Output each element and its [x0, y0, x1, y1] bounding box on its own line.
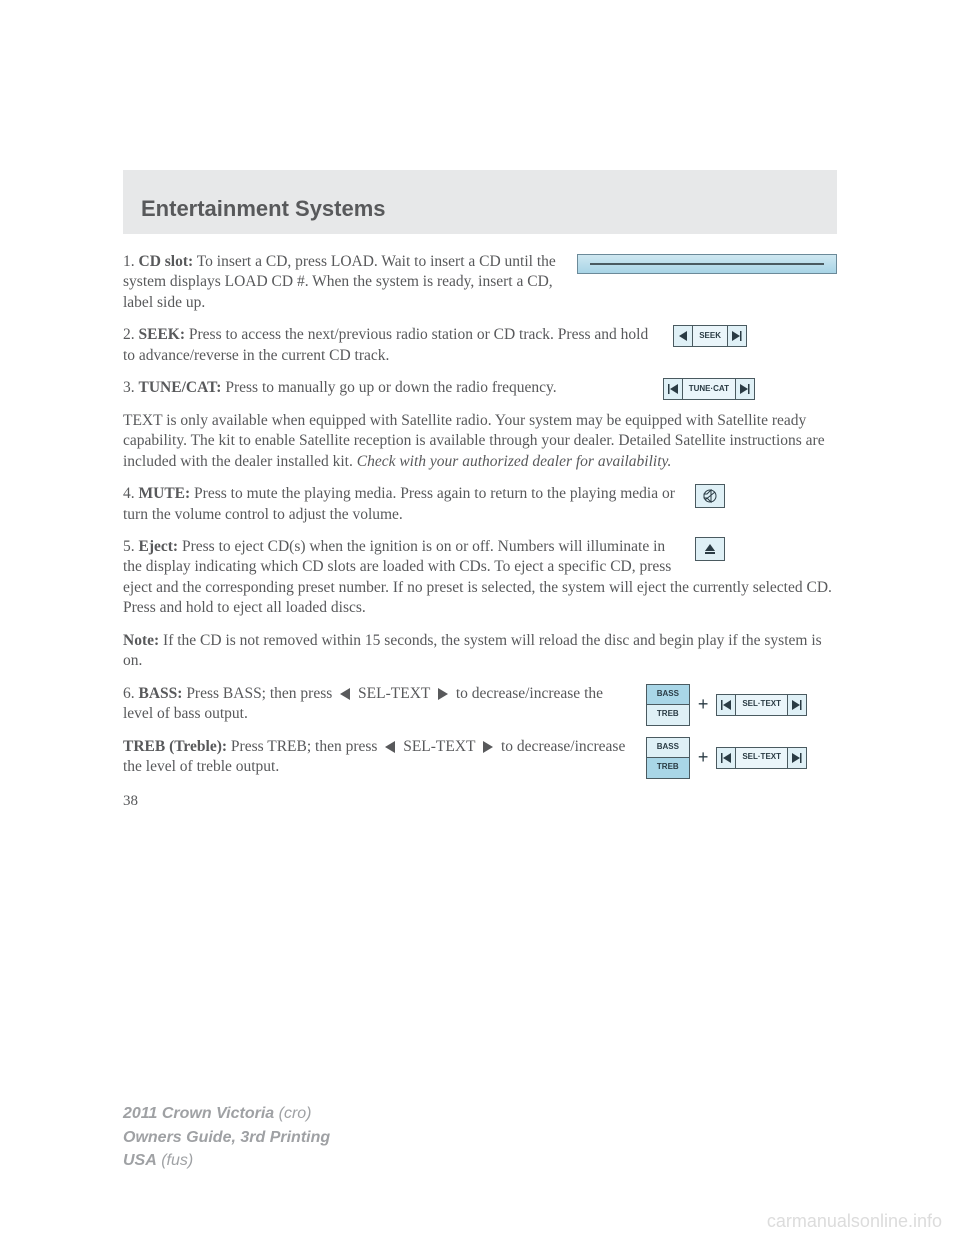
seek-right-icon [728, 326, 746, 346]
item-text: Press to mute the playing media. Press a… [123, 485, 675, 522]
item-text-mid: SEL-TEXT [354, 685, 434, 702]
sel-right-icon [788, 748, 806, 768]
item-text-pre: Press TREB; then press [227, 738, 381, 755]
tune-button-figure: TUNE·CAT [663, 378, 755, 400]
seek-left-icon [674, 326, 692, 346]
item-number: 5. [123, 538, 135, 555]
section-header: Entertainment Systems [123, 170, 837, 234]
item-mute: 4. MUTE: Press to mute the playing media… [123, 484, 837, 525]
bass-half: BASS [647, 685, 689, 705]
treb-half: TREB [647, 705, 689, 725]
seek-button-figure: SEEK [673, 325, 747, 347]
footer-guide: Owners Guide, 3rd Printing [123, 1129, 330, 1146]
footer-region: USA [123, 1152, 157, 1169]
cd-slot-icon [577, 254, 837, 274]
triangle-right-icon [483, 741, 493, 753]
item-eject: 5. Eject: Press to eject CD(s) when the … [123, 537, 837, 619]
watermark: carmanualsonline.info [767, 1211, 942, 1232]
treb-figure: BASS TREB + SEL·TEXT [646, 737, 807, 779]
eject-button-figure [695, 537, 725, 561]
item-label: CD slot: [139, 253, 194, 270]
plus-icon: + [698, 746, 709, 770]
item-label: SEEK: [139, 326, 186, 343]
item-text: Press to manually go up or down the radi… [221, 379, 556, 396]
item-text: Press to access the next/previous radio … [123, 326, 648, 363]
section-title: Entertainment Systems [141, 196, 819, 222]
content-body: 1. CD slot: To insert a CD, press LOAD. … [123, 252, 837, 811]
bass-treb-toggle: BASS TREB [646, 684, 690, 726]
footer-model: 2011 Crown Victoria [123, 1105, 274, 1122]
tune-label: TUNE·CAT [682, 379, 736, 399]
item-label: TREB (Treble): [123, 738, 227, 755]
item-label: Eject: [139, 538, 179, 555]
page: Entertainment Systems 1. CD slot: To ins… [0, 0, 960, 811]
seek-label: SEEK [692, 326, 728, 346]
item-text: Press to eject CD(s) when the ignition i… [123, 538, 832, 616]
mute-button-figure [695, 484, 725, 508]
bass-treb-toggle: BASS TREB [646, 737, 690, 779]
sel-right-icon [788, 695, 806, 715]
mute-icon [695, 484, 725, 508]
item-number: 6. [123, 685, 135, 702]
footer: 2011 Crown Victoria (cro) Owners Guide, … [123, 1102, 330, 1172]
note-text: If the CD is not removed within 15 secon… [123, 632, 822, 669]
tune-left-icon [664, 379, 682, 399]
item-label: TUNE/CAT: [139, 379, 222, 396]
reload-note: Note: If the CD is not removed within 15… [123, 631, 837, 672]
sel-left-icon [717, 748, 735, 768]
item-number: 2. [123, 326, 135, 343]
sel-text-label: SEL·TEXT [735, 748, 788, 768]
bass-half: BASS [647, 738, 689, 758]
sel-left-icon [717, 695, 735, 715]
note-italic: Check with your authorized dealer for av… [357, 453, 672, 470]
eject-icon [695, 537, 725, 561]
tune-rocker: TUNE·CAT [663, 378, 755, 400]
item-number: 3. [123, 379, 135, 396]
sel-text-rocker: SEL·TEXT [716, 747, 807, 769]
sel-text-label: SEL·TEXT [735, 695, 788, 715]
item-text-pre: Press BASS; then press [182, 685, 336, 702]
item-number: 4. [123, 485, 135, 502]
triangle-left-icon [340, 688, 350, 700]
item-label: MUTE: [139, 485, 191, 502]
seek-rocker: SEEK [673, 325, 747, 347]
item-label: BASS: [139, 685, 183, 702]
treb-half: TREB [647, 758, 689, 778]
footer-code1: (cro) [274, 1105, 311, 1122]
note-label: Note: [123, 632, 159, 649]
plus-icon: + [698, 693, 709, 717]
bass-figure: BASS TREB + SEL·TEXT [646, 684, 807, 726]
footer-code2: (fus) [157, 1152, 193, 1169]
triangle-left-icon [385, 741, 395, 753]
triangle-right-icon [438, 688, 448, 700]
sel-text-rocker: SEL·TEXT [716, 694, 807, 716]
item-text-mid: SEL-TEXT [399, 738, 479, 755]
item-number: 1. [123, 253, 135, 270]
tune-right-icon [736, 379, 754, 399]
page-number: 38 [123, 792, 837, 812]
text-satellite-note: TEXT is only available when equipped wit… [123, 411, 837, 472]
